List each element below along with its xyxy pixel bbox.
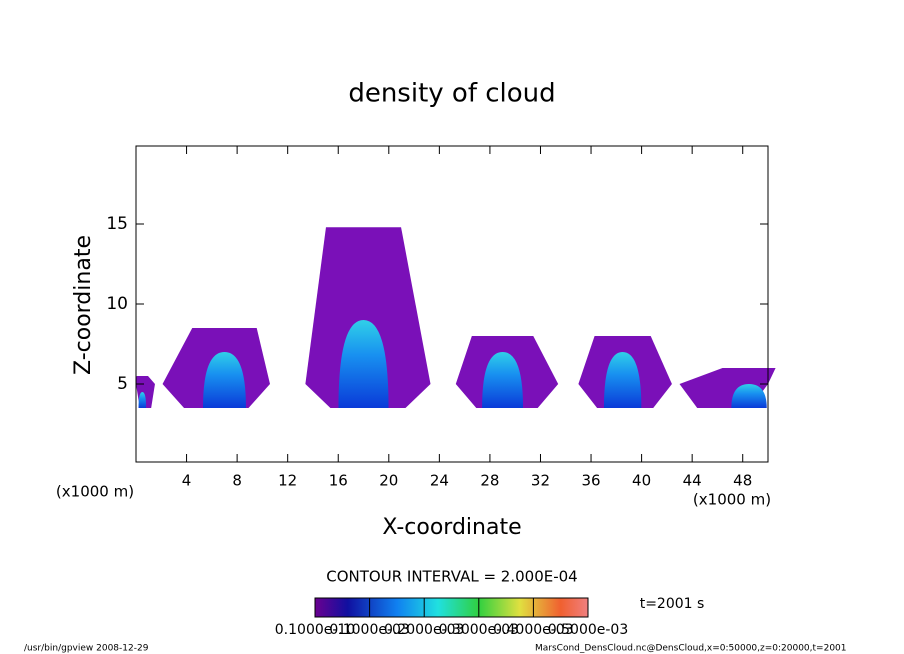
- x-tick-label: 16: [329, 472, 348, 490]
- x-unit: (x1000 m): [56, 483, 134, 501]
- contour-interval: CONTOUR INTERVAL = 2.000E-04: [326, 568, 577, 586]
- x-unit: (x1000 m): [693, 491, 771, 509]
- x-axis-label: X-coordinate: [382, 515, 521, 540]
- cloud-core: [731, 384, 767, 408]
- footer: /usr/bin/gpview 2008-12-29: [24, 644, 149, 654]
- cloud-core: [138, 392, 147, 408]
- colorbar-label: 0.4000e-03: [493, 622, 573, 638]
- colorbar-label: 0.1000e-10: [275, 622, 355, 638]
- cloud-core: [482, 352, 524, 408]
- y-tick-label: 5: [117, 374, 128, 394]
- colorbar: [314, 597, 589, 618]
- chart-title: density of cloud: [348, 79, 555, 109]
- colorbar-label: 0.2000e-03: [384, 622, 464, 638]
- x-tick-label: 44: [683, 472, 702, 490]
- y-tick-label: 10: [106, 294, 128, 314]
- x-tick-label: 32: [531, 472, 550, 490]
- time-label: t=2001 s: [640, 596, 705, 612]
- x-tick-label: 28: [480, 472, 499, 490]
- y-tick-label: 15: [106, 214, 128, 234]
- cloud-core: [338, 320, 389, 408]
- cloud-core: [202, 352, 246, 408]
- colorbar-label: 0.5000e-03: [548, 622, 628, 638]
- x-tick-label: 24: [430, 472, 449, 490]
- plot-frame: [135, 145, 769, 463]
- x-tick-label: 12: [278, 472, 297, 490]
- y-axis-label: Z-coordinate: [71, 235, 96, 375]
- x-tick-label: 48: [733, 472, 752, 490]
- colorbar-label: 0.1000e-03: [329, 622, 409, 638]
- x-tick-label: 4: [182, 472, 192, 490]
- x-tick-label: 20: [379, 472, 398, 490]
- cloud-cell: [305, 227, 431, 408]
- x-tick-label: 40: [632, 472, 651, 490]
- x-tick-label: 36: [581, 472, 600, 490]
- x-tick-label: 8: [232, 472, 242, 490]
- cloud-core: [603, 352, 642, 408]
- colorbar-label: 0.3000e-03: [439, 622, 519, 638]
- footer: MarsCond_DensCloud.nc@DensCloud,x=0:5000…: [535, 644, 847, 654]
